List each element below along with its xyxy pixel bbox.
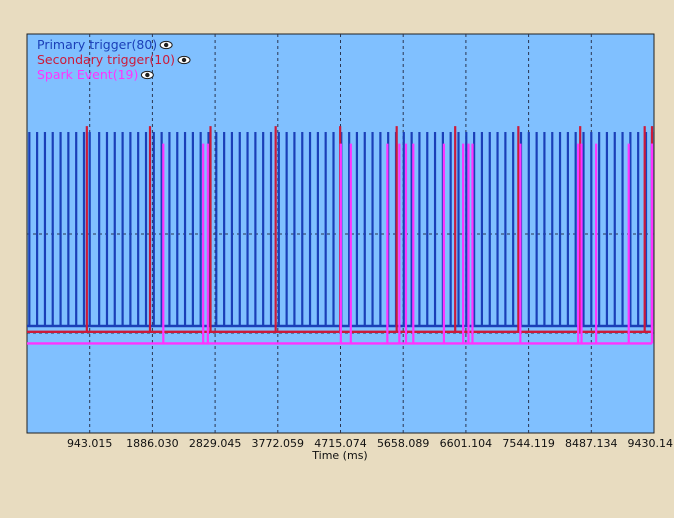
eye-pupil xyxy=(145,72,150,78)
x-tick-label: 2829.045 xyxy=(189,437,242,450)
x-tick-label: 8487.134 xyxy=(565,437,618,450)
legend-item[interactable]: Spark Event(19) xyxy=(37,67,154,82)
x-tick-label: 9430.14 xyxy=(628,437,674,450)
series-3 xyxy=(27,143,654,345)
legend-item[interactable]: Primary trigger(80) xyxy=(37,37,173,52)
legend-item[interactable]: Secondary trigger(10) xyxy=(37,52,191,67)
eye-pupil xyxy=(163,42,169,48)
legend-label: Primary trigger(80) xyxy=(37,37,157,52)
legend-label: Spark Event(19) xyxy=(37,67,138,82)
x-tick-label: 7544.119 xyxy=(502,437,555,450)
eye-icon[interactable] xyxy=(177,55,191,65)
x-tick-label: 6601.104 xyxy=(440,437,493,450)
legend[interactable]: Primary trigger(80)Secondary trigger(10)… xyxy=(37,37,191,82)
x-tick-label: 943.015 xyxy=(67,437,113,450)
legend-label: Secondary trigger(10) xyxy=(37,52,175,67)
x-tick-label: 1886.030 xyxy=(126,437,179,450)
x-axis: 943.015 1886.030 2829.045 3772.059 4715.074 5… xyxy=(67,437,673,450)
x-tick-label: 3772.059 xyxy=(252,437,305,450)
series-1 xyxy=(27,132,654,328)
series-layer xyxy=(27,126,654,345)
x-axis-label: Time (ms) xyxy=(311,449,367,462)
x-tick-label: 4715.074 xyxy=(314,437,367,450)
eye-pupil xyxy=(181,57,187,63)
eye-icon[interactable] xyxy=(159,40,173,50)
eye-icon[interactable] xyxy=(140,70,154,80)
x-tick-label: 5658.089 xyxy=(377,437,430,450)
